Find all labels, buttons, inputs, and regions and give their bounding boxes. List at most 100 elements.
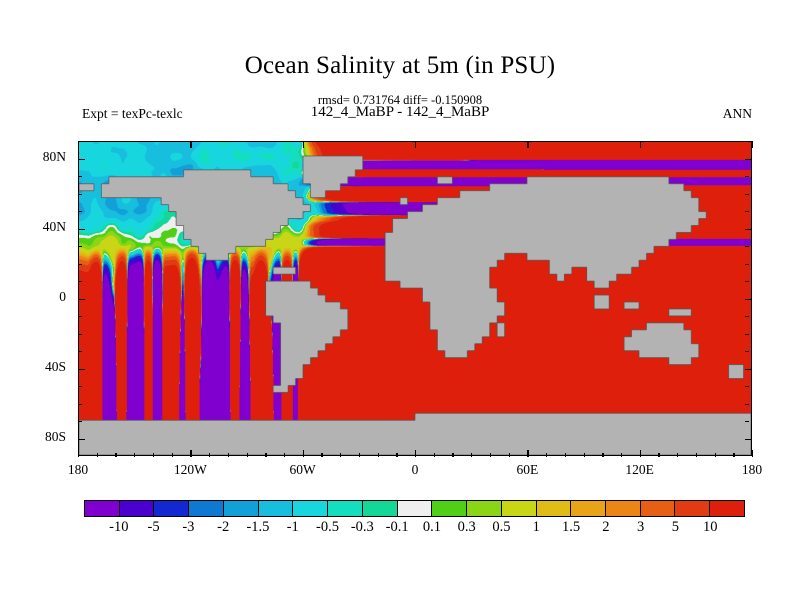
colorbar-tick-label: -1 [286,519,299,535]
axis-tick-lat [745,438,752,440]
colorbar-bin-16 [640,501,676,516]
colorbar-bin-7 [328,501,363,516]
axis-tick-lat-minor [745,351,749,353]
page-title: Ocean Salinity at 5m (in PSU) [244,52,556,79]
axis-tick-lat-minor [78,176,82,178]
axis-label-lon: 120W [173,462,207,477]
colorbar-bin-3 [189,501,224,516]
axis-tick-lat-minor [78,211,82,213]
statistics-annotation: rmsd= 0.731764 diff= -0.150908 [317,93,483,107]
axis-tick-lat-minor [745,263,749,265]
axis-tick-lat-minor [745,403,749,405]
colorbar-bin-17 [675,501,711,516]
axis-tick-lat-minor [78,263,82,265]
axis-tick-lon-minor [714,452,716,457]
axis-tick-lat [745,158,752,160]
axis-tick-lon-minor [583,452,585,457]
colorbar-tick-label: 10 [702,519,718,535]
colorbar-bin-8 [362,501,398,516]
axis-tick-lon-minor [134,452,136,457]
axis-label-lon: 60W [289,462,316,477]
axis-tick-lat-minor [78,281,82,283]
colorbar-bin-6 [293,501,329,516]
axis-tick-lat-minor [745,246,749,248]
axis-label-lon: 0 [411,462,419,477]
axis-tick-lat [78,298,85,300]
axis-tick-lon-minor [620,452,623,457]
colorbar-bin-4 [223,501,259,516]
axis-tick-lon-minor [321,452,323,457]
axis-label-lon: 120E [625,462,654,477]
colorbar-bin-0 [85,501,120,516]
axis-tick-lon-minor [340,452,342,457]
colorbar-tick-label: 3 [637,519,645,535]
axis-tick-lon-minor [677,452,679,457]
case-name-label: 142_4_MaBP - 142_4_MaBP [310,104,490,120]
colorbar-tick-label: 0.5 [492,519,511,535]
axis-tick-lon-minor [265,452,267,457]
axis-tick-lat-minor [745,176,749,178]
axis-tick-lon [190,141,192,148]
axis-tick-lon-minor [209,452,211,457]
axis-tick-lat-minor [745,316,749,318]
axis-tick-lat-minor [78,316,82,318]
colorbar-tick-label: 5 [671,519,680,535]
axis-tick-lon-minor [733,452,735,457]
axis-tick-lat-minor [745,421,749,423]
axis-tick-lon [752,141,754,148]
axis-tick-lon-minor [695,452,698,457]
axis-tick-lon-minor [452,452,454,457]
colorbar-tick-label: -10 [109,519,129,535]
axis-tick-lon [78,449,80,457]
axis-tick-lon [415,141,417,148]
axis-tick-lon-minor [489,452,492,457]
colorbar-bin-14 [571,501,607,516]
experiment-label: Expt = texPc-texlc [82,106,183,121]
axis-tick-lon [527,141,529,148]
colorbar-bin-18 [710,501,744,516]
axis-tick-lon-minor [358,452,361,457]
colorbar-bin-2 [154,501,190,516]
axis-tick-lon-minor [283,452,286,457]
colorbar-labels: -10 -5 -3 -2 -1.5 -1 -0.5 -0.3 -0.1 0.1 0.3 0.5 1 1.5… [0,519,800,541]
axis-tick-lat-minor [78,246,82,248]
axis-tick-lon-minor [658,452,660,457]
axis-tick-lon [752,449,754,457]
colorbar-tick-label: -5 [147,519,160,535]
axis-tick-lon-minor [602,452,604,457]
axis-tick-lat-minor [78,386,82,388]
axis-tick-lon [302,141,304,148]
colorbar-bin-10 [432,501,468,516]
colorbar-tick-label: 1.5 [561,519,581,535]
colorbar-tick-label: -3 [182,519,195,535]
axis-tick-lon [415,449,417,457]
axis-tick-lat [78,368,85,370]
colorbar-tick-label: 2 [602,519,610,535]
colorbar-tick-label: 0.3 [457,519,476,535]
map-plot-area [78,141,752,456]
axis-tick-lat-minor [78,403,82,405]
axis-tick-lat-minor [745,211,749,213]
colorbar-tick-label: 0.1 [422,519,441,535]
axis-tick-lon-minor [377,452,379,457]
colorbar [84,500,745,517]
axis-tick-lat [745,298,752,300]
axis-tick-lon-minor [471,452,473,457]
axis-tick-lon [78,141,80,148]
axis-label-lat: 40N [42,218,66,234]
season-label: ANN [722,106,752,121]
axis-tick-lon [190,449,192,457]
axis-tick-lon-minor [508,452,510,457]
axis-label-lon: 60E [516,462,539,477]
axis-tick-lon-minor [227,452,230,457]
axis-tick-lon-minor [171,452,173,457]
colorbar-tick-label: -0.3 [350,519,374,535]
colorbar-tick-label: 1 [532,519,540,535]
colorbar-bin-5 [258,501,294,516]
colorbar-tick-label: -2 [217,519,230,535]
axis-tick-lon-minor [546,452,548,457]
axis-tick-lon-minor [152,452,155,457]
axis-tick-lat-minor [745,281,749,283]
axis-tick-lat-minor [78,351,82,353]
